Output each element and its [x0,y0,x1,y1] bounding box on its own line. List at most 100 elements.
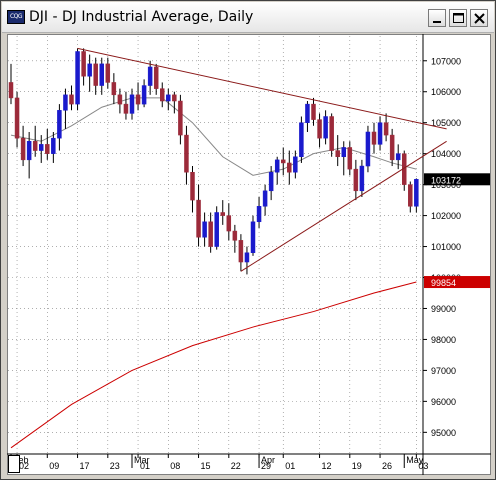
candle-down [208,221,213,247]
candle-down [190,171,195,201]
minimize-icon [433,21,441,23]
moving-average-short-line [10,97,417,176]
x-day-label: 09 [49,461,59,471]
candle-down [160,88,165,102]
x-day-label: 03 [418,461,428,471]
candle-down [238,240,244,263]
moving-average-long-line [10,281,417,449]
candle-up [293,156,298,173]
y-tick-label: 98000 [431,335,456,345]
candle-down [389,134,395,161]
candle-down [383,122,389,136]
candle-up [305,103,310,123]
candle-up [166,94,171,102]
candle-up [365,131,371,167]
close-icon [474,13,485,24]
candle-up [299,122,304,158]
candle-down [81,51,86,77]
candle-down [184,134,189,173]
candle-down [153,66,159,89]
candle-up [129,94,135,114]
minimize-button[interactable] [428,9,446,27]
candle-up [99,63,104,86]
candle-up [250,221,256,253]
x-day-label: 01 [285,461,295,471]
candle-down [20,137,26,161]
ma-price-badge [424,276,490,289]
candle-up [147,66,153,86]
candle-down [32,141,38,151]
close-button[interactable] [470,9,488,27]
candle-down [111,82,117,96]
candle-up [341,147,346,158]
candle-up [274,159,280,173]
candle-down [172,94,177,102]
candle-up [395,153,401,161]
y-tick-label: 105000 [431,118,461,128]
y-tick-label: 107000 [431,56,461,66]
candle-down [105,63,111,83]
y-tick-label: 97000 [431,366,456,376]
candle-down [69,94,74,105]
x-month-label: May [406,455,424,465]
candle-down [135,94,141,105]
candle-up [268,171,274,192]
x-day-label: 15 [201,461,211,471]
price-chart[interactable]: 9500096000970009800099000100000101000102… [7,34,491,475]
candle-up [202,221,207,238]
candle-up [323,116,328,139]
candle-up [63,94,68,111]
candle-up [87,63,92,77]
last-price-label: 103172 [431,175,461,185]
candle-up [244,252,250,263]
candle-down [178,100,183,136]
candle-up [214,212,219,247]
maximize-icon [453,13,464,23]
candle-up [414,179,419,207]
y-tick-label: 102000 [431,211,461,221]
chart-app-icon: CQG [7,10,25,24]
candle-down [117,94,123,105]
x-day-label: 26 [382,461,392,471]
candle-down [311,103,316,120]
candle-down [329,116,334,151]
x-day-label: 22 [231,461,241,471]
candle-down [14,97,20,139]
y-tick-label: 96000 [431,397,456,407]
candle-up [359,165,365,192]
candle-up [57,110,62,139]
candle-up [26,141,32,161]
last-price-badge [424,173,490,186]
candle-down [353,168,359,192]
x-day-label: 01 [140,461,150,471]
candle-down [287,162,292,173]
candle-down [45,144,50,154]
x-day-label: 19 [352,461,362,471]
title-bar[interactable]: CQG DJI - DJ Industrial Average, Daily [2,2,494,33]
x-month-label: Mar [134,455,150,465]
candle-up [39,144,44,151]
trendline-upper-resistance[interactable] [77,47,447,130]
x-month-label: Apr [261,455,275,465]
candle-down [317,119,322,139]
y-tick-label: 101000 [431,242,461,252]
y-tick-label: 106000 [431,87,461,97]
y-tick-label: 95000 [431,428,456,438]
maximize-button[interactable] [449,9,467,27]
ma-price-label: 99854 [431,278,456,288]
window-title: DJI - DJ Industrial Average, Daily [29,9,254,25]
x-day-label: 02 [19,461,29,471]
trendline-lower-support[interactable] [240,140,447,272]
x-day-label: 12 [322,461,332,471]
candle-down [123,103,129,114]
candle-down [371,131,377,145]
chart-corner-box[interactable] [8,455,20,473]
y-tick-label: 104000 [431,149,461,159]
x-day-label: 17 [80,461,90,471]
candle-up [51,137,56,154]
y-tick-label: 99000 [431,304,456,314]
candle-down [232,230,238,241]
candle-down [408,184,413,207]
candle-down [335,150,340,158]
